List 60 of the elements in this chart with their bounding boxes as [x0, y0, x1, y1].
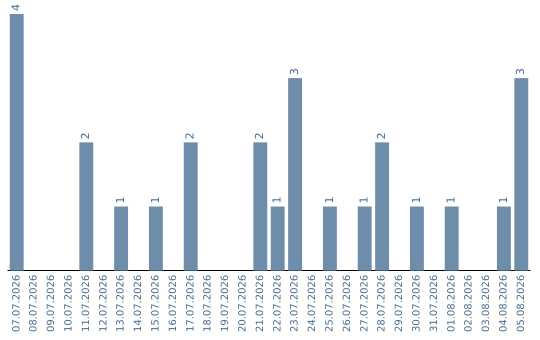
bar — [514, 78, 528, 271]
x-tick-label: 01.08.2026 — [446, 274, 458, 332]
x-tick-label: 04.08.2026 — [498, 274, 510, 332]
x-tick-label: 20.07.2026 — [237, 274, 248, 332]
x-tick-label: 17.07.2026 — [185, 274, 196, 332]
bar — [79, 142, 94, 271]
bar — [184, 142, 198, 271]
bar — [288, 78, 302, 271]
bar — [322, 206, 337, 271]
x-tick-label: 24.07.2026 — [307, 274, 318, 332]
x-tick-label: 14.07.2026 — [133, 274, 144, 332]
x-tick-label: 30.07.2026 — [411, 274, 422, 332]
data-label: 1 — [114, 196, 127, 204]
x-tick-label: 18.07.2026 — [202, 274, 214, 332]
x-tick-label: 27.07.2026 — [359, 274, 370, 332]
x-tick-label: 09.07.2026 — [46, 274, 58, 332]
x-tick-label: 02.08.2026 — [464, 274, 475, 332]
x-tick-label: 22.07.2026 — [272, 274, 284, 332]
x-tick-label: 16.07.2026 — [168, 274, 179, 332]
x-tick-label: 23.07.2026 — [290, 274, 301, 332]
data-label: 1 — [358, 196, 371, 204]
data-label: 2 — [184, 132, 197, 140]
data-label: 1 — [322, 196, 336, 204]
data-label: 1 — [444, 196, 458, 204]
data-label: 1 — [410, 196, 423, 204]
data-label: 4 — [10, 4, 23, 11]
data-label: 3 — [514, 68, 528, 76]
x-tick-label: 19.07.2026 — [220, 274, 232, 332]
x-tick-label: 11.07.2026 — [80, 274, 92, 332]
x-tick-label: 05.08.2026 — [516, 274, 527, 332]
x-tick-label: 28.07.2026 — [376, 274, 388, 332]
bar — [444, 206, 459, 271]
bar — [375, 142, 390, 271]
bar — [114, 206, 128, 271]
bar — [270, 206, 285, 271]
bar — [253, 142, 268, 271]
x-tick-label: 07.07.2026 — [11, 274, 22, 332]
bar — [148, 206, 163, 271]
data-label: 1 — [496, 196, 510, 204]
x-tick-label: 13.07.2026 — [116, 274, 127, 332]
data-label: 3 — [288, 68, 301, 76]
bar — [496, 206, 511, 271]
x-tick-label: 26.07.2026 — [342, 274, 353, 332]
x-tick-label: 12.07.2026 — [98, 274, 110, 332]
bar — [358, 206, 372, 271]
x-tick-label: 21.07.2026 — [254, 274, 266, 332]
x-tick-label: 10.07.2026 — [63, 274, 74, 332]
bar — [10, 14, 24, 271]
x-tick-label: 03.08.2026 — [481, 274, 492, 332]
bar — [410, 206, 424, 271]
data-label: 2 — [374, 132, 388, 140]
data-label: 1 — [148, 196, 162, 204]
data-label: 2 — [253, 132, 266, 140]
x-tick-label: 31.07.2026 — [428, 274, 440, 332]
data-label: 2 — [79, 132, 92, 140]
x-tick-label: 08.07.2026 — [28, 274, 40, 332]
data-label: 1 — [270, 196, 284, 204]
x-tick-label: 29.07.2026 — [394, 274, 406, 332]
x-tick-label: 25.07.2026 — [324, 274, 336, 332]
x-tick-label: 15.07.2026 — [150, 274, 162, 332]
